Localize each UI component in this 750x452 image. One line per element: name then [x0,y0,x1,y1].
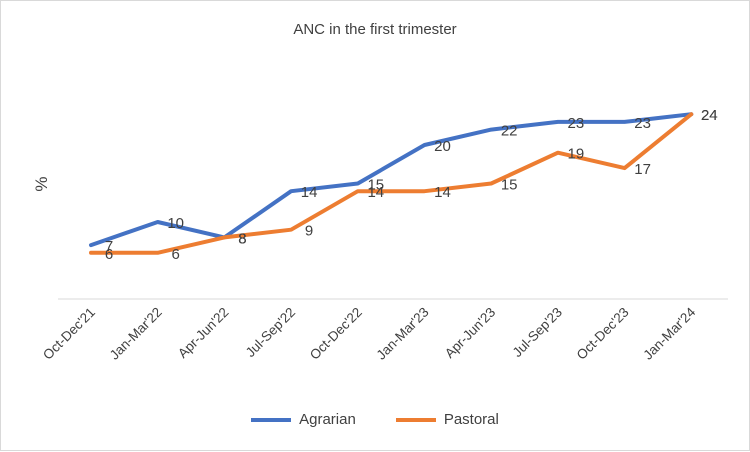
data-label-agrarian-2: 8 [238,230,246,247]
chart-title: ANC in the first trimester [293,21,457,38]
x-tick-label-0: Oct-Dec'21 [40,305,98,363]
data-label-pastoral-1: 6 [172,246,180,263]
x-tick-label-4: Oct-Dec'22 [307,305,365,363]
x-tick-layer: Oct-Dec'21 Jan-Mar'22 Apr-Jun'22 Jul-Sep'22… [40,304,699,362]
legend: Agrarian Pastoral [1,411,749,428]
data-label-pastoral-5: 14 [434,184,451,201]
data-label-pastoral-6: 15 [501,177,518,194]
data-label-agrarian-8: 23 [634,115,651,132]
x-tick-label-3: Jul-Sep'22 [243,305,298,360]
legend-item-pastoral: Pastoral [395,411,499,428]
legend-swatch-pastoral [395,417,436,422]
legend-label-pastoral: Pastoral [443,411,499,428]
x-tick-label-7: Jul-Sep'23 [510,305,565,360]
x-tick-label-6: Apr-Jun'23 [442,305,498,361]
legend-swatch-agrarian [251,417,292,422]
x-tick-label-8: Oct-Dec'23 [574,305,632,363]
data-label-agrarian-3: 14 [301,184,318,201]
data-label-agrarian-6: 22 [501,123,518,140]
legend-item-agrarian: Agrarian [251,411,356,428]
x-tick-label-2: Apr-Jun'22 [175,305,231,361]
series-line-agrarian [89,112,694,248]
x-tick-label-9: Jan-Mar'24 [640,304,698,362]
data-label-agrarian-7: 23 [568,115,585,132]
data-label-pastoral-9: 24 [701,107,718,124]
series-layer [89,112,694,255]
series-line-pastoral [89,112,694,255]
legend-label-agrarian: Agrarian [299,411,356,428]
data-label-pastoral-3: 9 [305,223,313,240]
y-axis-label: % [32,176,51,191]
data-label-pastoral-8: 17 [634,161,651,178]
data-label-agrarian-4: 15 [367,177,384,194]
data-label-pastoral-7: 19 [568,146,585,163]
x-tick-label-1: Jan-Mar'22 [107,305,165,363]
data-label-pastoral-0: 6 [105,246,113,263]
data-label-pastoral-2: 8 [238,230,246,247]
data-label-pastoral-4: 14 [367,184,384,201]
data-label-agrarian-0: 7 [105,238,113,255]
data-label-agrarian-1: 10 [167,215,184,232]
data-label-agrarian-5: 20 [434,138,451,155]
data-label-agrarian-9: 24 [701,107,718,124]
x-tick-label-5: Jan-Mar'23 [374,305,432,363]
